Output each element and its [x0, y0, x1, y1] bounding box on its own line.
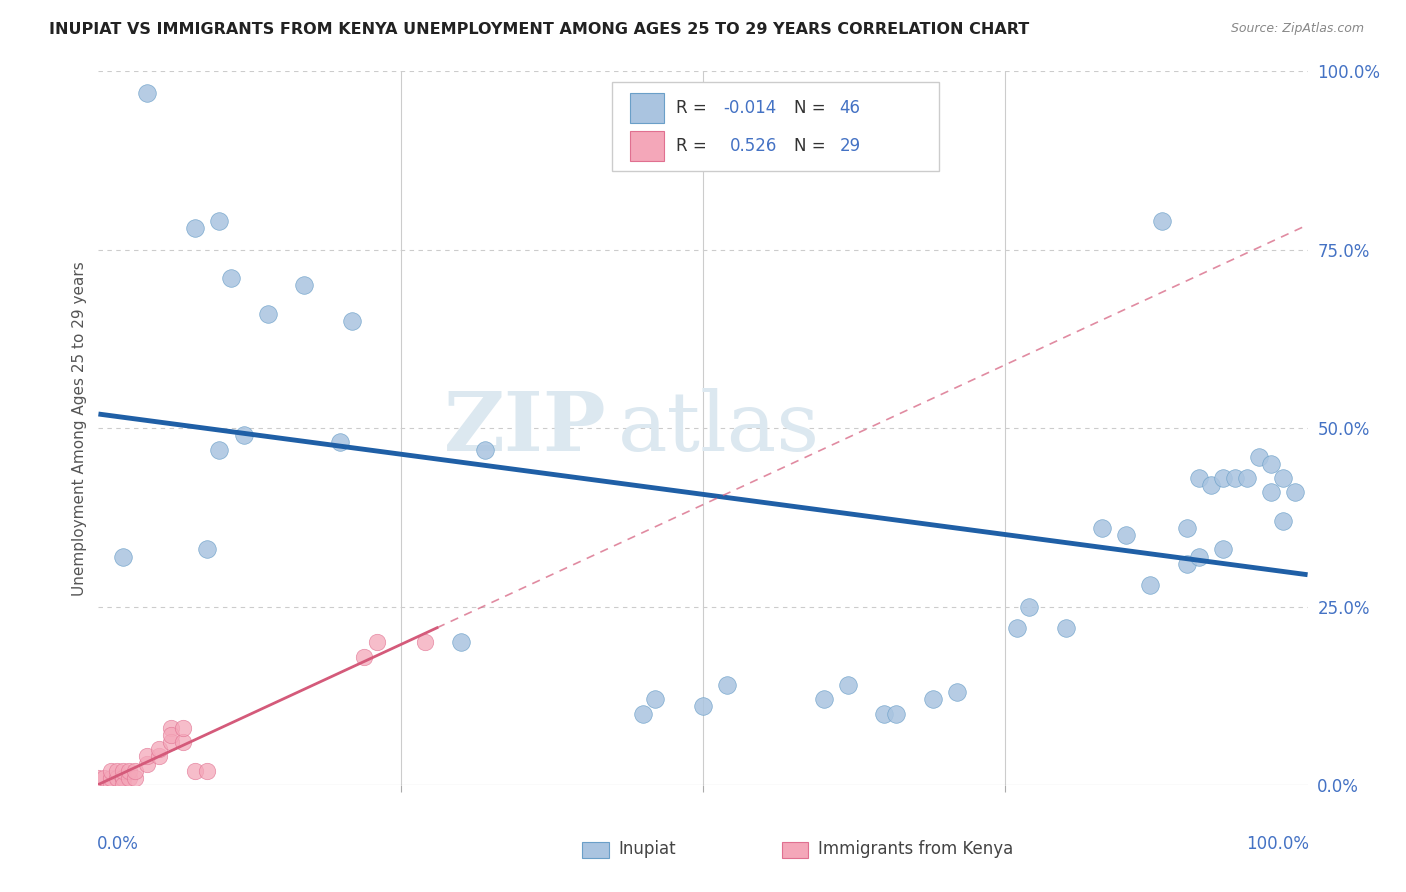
Point: [195, 542, 218, 557]
Point: [886, 706, 908, 721]
Point: [148, 742, 170, 756]
Point: [366, 635, 388, 649]
Point: [292, 278, 315, 293]
Text: -0.014: -0.014: [724, 100, 776, 118]
Point: [184, 221, 207, 235]
Point: [184, 764, 207, 778]
Point: [1054, 621, 1077, 635]
Point: [329, 435, 352, 450]
Point: [124, 771, 146, 785]
Point: [135, 86, 157, 100]
Point: [1223, 471, 1246, 485]
Point: [1284, 485, 1306, 500]
Point: [208, 442, 231, 457]
Text: ZIP: ZIP: [444, 388, 606, 468]
FancyBboxPatch shape: [613, 82, 939, 171]
Bar: [582, 842, 609, 858]
Point: [1272, 514, 1295, 528]
Point: [921, 692, 943, 706]
Text: R =: R =: [676, 100, 713, 118]
Point: [100, 764, 122, 778]
Text: Inupiat: Inupiat: [619, 840, 676, 858]
Point: [124, 764, 146, 778]
Point: [1175, 521, 1198, 535]
Point: [221, 271, 243, 285]
Point: [1115, 528, 1137, 542]
Point: [1212, 542, 1234, 557]
Point: [1249, 450, 1271, 464]
Point: [692, 699, 714, 714]
Bar: [782, 842, 808, 858]
Point: [111, 764, 134, 778]
Point: [631, 706, 654, 721]
Point: [160, 728, 183, 742]
Point: [100, 778, 122, 792]
Point: [172, 721, 194, 735]
Point: [1199, 478, 1222, 492]
Text: INUPIAT VS IMMIGRANTS FROM KENYA UNEMPLOYMENT AMONG AGES 25 TO 29 YEARS CORRELAT: INUPIAT VS IMMIGRANTS FROM KENYA UNEMPLO…: [49, 22, 1029, 37]
Text: Immigrants from Kenya: Immigrants from Kenya: [818, 840, 1014, 858]
Bar: [630, 130, 664, 161]
Point: [450, 635, 472, 649]
Point: [1152, 214, 1174, 228]
Point: [87, 771, 110, 785]
Text: N =: N =: [793, 100, 831, 118]
Point: [256, 307, 278, 321]
Point: [172, 735, 194, 749]
Point: [208, 214, 231, 228]
Point: [1091, 521, 1114, 535]
Point: [105, 771, 128, 785]
Point: [118, 771, 141, 785]
Text: 0.526: 0.526: [730, 136, 778, 154]
Point: [1175, 557, 1198, 571]
Text: 29: 29: [839, 136, 860, 154]
Point: [644, 692, 666, 706]
Point: [1236, 471, 1258, 485]
Point: [813, 692, 835, 706]
Point: [1188, 549, 1211, 564]
Text: 0.0%: 0.0%: [97, 835, 139, 853]
Point: [1272, 471, 1295, 485]
Text: atlas: atlas: [619, 388, 821, 468]
Point: [946, 685, 969, 699]
Text: 100.0%: 100.0%: [1246, 835, 1309, 853]
Point: [1018, 599, 1040, 614]
Point: [342, 314, 364, 328]
Point: [1139, 578, 1161, 592]
Point: [195, 764, 218, 778]
Bar: [630, 94, 664, 123]
Point: [353, 649, 375, 664]
Point: [160, 721, 183, 735]
Point: [1260, 457, 1282, 471]
Point: [474, 442, 496, 457]
Point: [1260, 485, 1282, 500]
Text: R =: R =: [676, 136, 713, 154]
Point: [873, 706, 896, 721]
Point: [111, 771, 134, 785]
Point: [232, 428, 254, 442]
Text: Source: ZipAtlas.com: Source: ZipAtlas.com: [1230, 22, 1364, 36]
Text: 46: 46: [839, 100, 860, 118]
Point: [135, 749, 157, 764]
Point: [93, 771, 115, 785]
Point: [160, 735, 183, 749]
Point: [1007, 621, 1029, 635]
Point: [118, 764, 141, 778]
Point: [148, 749, 170, 764]
Y-axis label: Unemployment Among Ages 25 to 29 years: Unemployment Among Ages 25 to 29 years: [72, 260, 87, 596]
Point: [716, 678, 738, 692]
Point: [837, 678, 859, 692]
Point: [1212, 471, 1234, 485]
Point: [413, 635, 436, 649]
Point: [111, 778, 134, 792]
Point: [1188, 471, 1211, 485]
Point: [135, 756, 157, 771]
Point: [111, 549, 134, 564]
Point: [100, 771, 122, 785]
Point: [105, 764, 128, 778]
Point: [111, 771, 134, 785]
Text: N =: N =: [793, 136, 831, 154]
